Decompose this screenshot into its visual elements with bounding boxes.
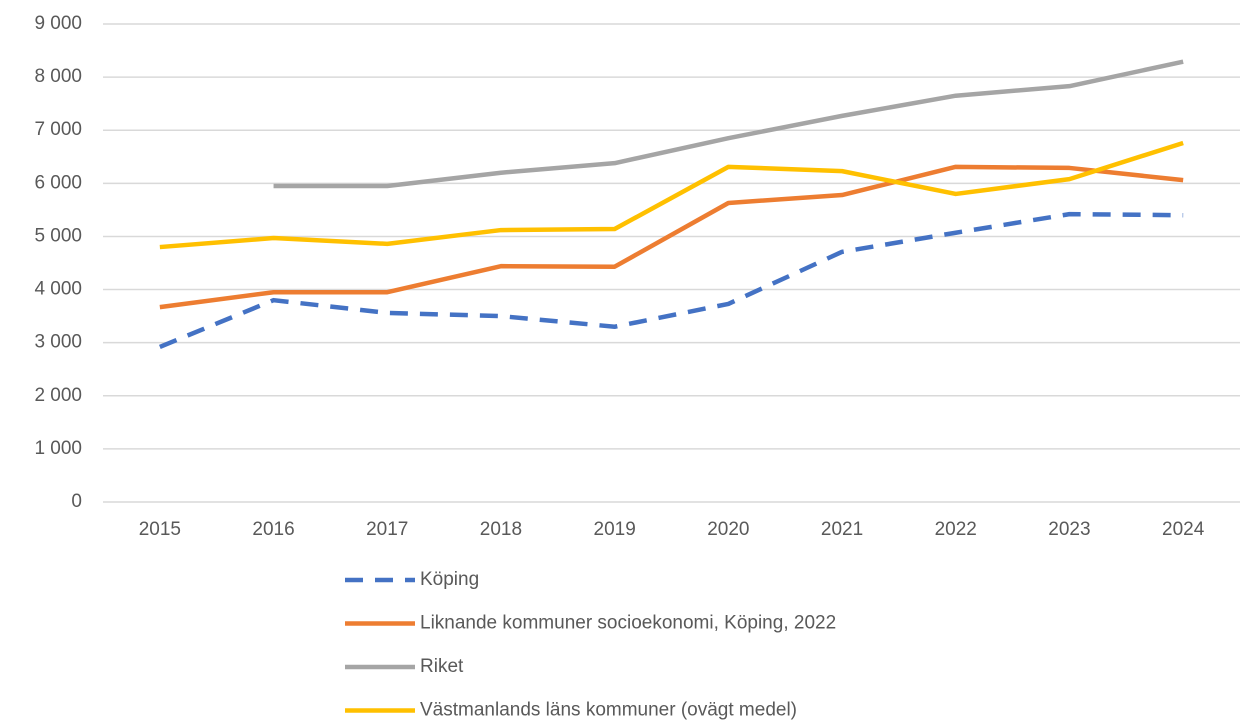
x-tick-label: 2021 [821,519,863,540]
series-line [273,59,1184,189]
x-tick-label: 2023 [1048,519,1090,540]
x-tick-label: 2017 [366,519,408,540]
x-tick-label: 2015 [139,519,181,540]
x-tick-label: 2020 [707,519,749,540]
x-tick-label: 2016 [252,519,294,540]
y-tick-label: 2 000 [34,385,82,406]
y-tick-label: 1 000 [34,438,82,459]
y-tick-label: 6 000 [34,172,82,193]
y-tick-label: 5 000 [34,225,82,246]
y-tick-label: 8 000 [34,66,82,87]
series-line [159,164,1184,310]
legend-label: Riket [420,656,464,677]
x-tick-label: 2022 [935,519,977,540]
y-tick-label: 7 000 [34,119,82,140]
x-tick-label: 2019 [594,519,636,540]
x-tick-label: 2024 [1162,519,1205,540]
series-line [158,211,1184,349]
y-tick-label: 3 000 [34,332,82,353]
legend-label: Västmanlands läns kommuner (ovägt medel) [420,700,797,721]
legend-label: Liknande kommuner socioekonomi, Köping, … [420,613,836,634]
y-tick-label: 4 000 [34,279,82,300]
series-line [159,140,1184,250]
x-tick-label: 2018 [480,519,522,540]
y-tick-label: 9 000 [34,13,82,34]
y-tick-label: 0 [71,491,82,512]
legend-label: Köping [420,569,479,590]
